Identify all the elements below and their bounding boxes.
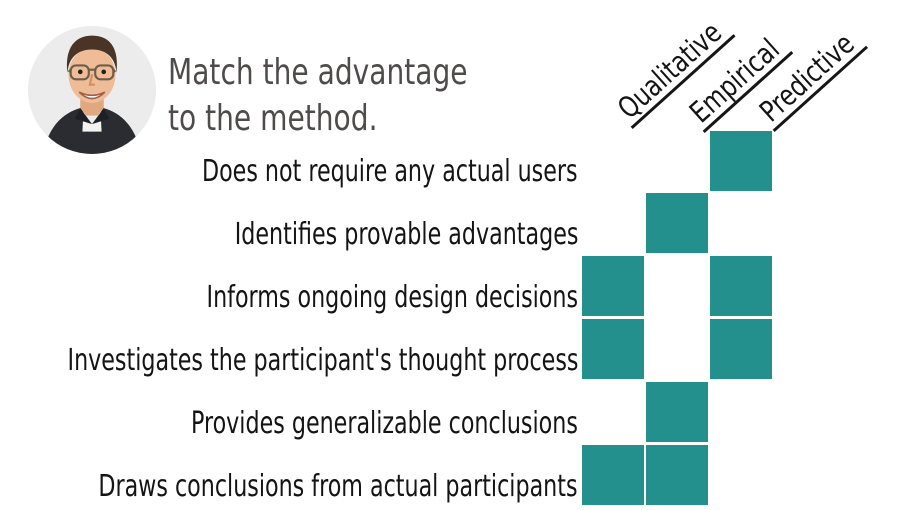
slide-title-line-1: Match the advantage [168, 52, 468, 93]
match-cell-predictive-row3 [710, 256, 772, 316]
row-label-thought-process: Investigates the participant's thought p… [67, 343, 578, 378]
row-label-ongoing-decisions: Informs ongoing design decisions [206, 280, 578, 315]
match-cell-qualitative-row3 [582, 256, 644, 316]
match-cell-empirical-row2 [646, 193, 708, 253]
row-label-provable-advantages: Identifies provable advantages [234, 217, 578, 252]
match-cell-qualitative-row6 [582, 445, 644, 505]
slide-title-line-2: to the method. [168, 98, 378, 139]
match-cell-qualitative-row4 [582, 319, 644, 379]
row-label-generalizable: Provides generalizable conclusions [191, 406, 578, 441]
instructor-avatar [28, 26, 156, 154]
match-cell-empirical-row5 [646, 382, 708, 442]
row-label-no-actual-users: Does not require any actual users [202, 154, 578, 189]
match-cell-predictive-row1 [710, 131, 772, 191]
slide-title: Match the advantage to the method. [168, 50, 468, 142]
match-cell-predictive-row4 [710, 319, 772, 379]
match-cell-empirical-row6 [646, 445, 708, 505]
row-label-actual-participants: Draws conclusions from actual participan… [98, 469, 578, 504]
person-photo-icon [28, 26, 156, 154]
